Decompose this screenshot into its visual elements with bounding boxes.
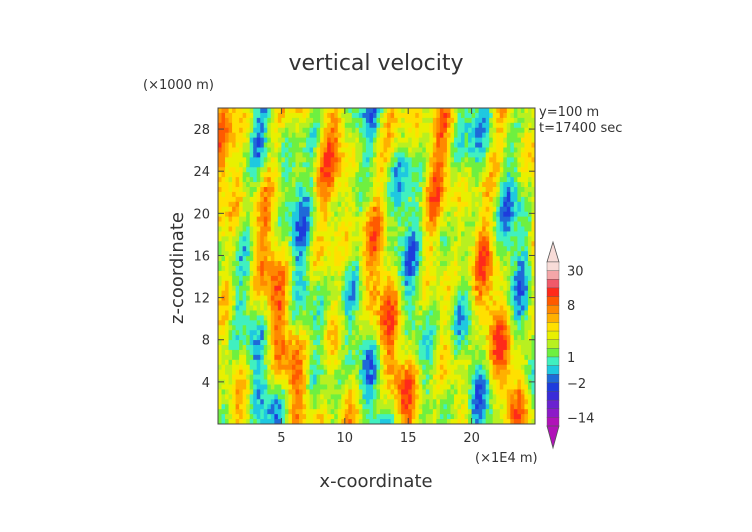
colorbar-segment [546,408,560,418]
y-tick-label: 24 [193,165,210,180]
colorbar-segment [546,279,560,289]
colorbar-segment [546,313,560,323]
x-tick-label: 20 [463,431,480,446]
colorbar-segment [546,348,560,358]
colorbar-segment [546,417,560,427]
colorbar-segment [546,399,560,410]
y-tick-label: 28 [193,123,210,138]
x-scale-label: (×1E4 m) [475,451,538,466]
y-tick-label: 4 [202,376,210,391]
y-scale-label: (×1000 m) [143,78,214,93]
colorbar-segment [546,382,560,392]
y-axis-label: z-coordinate [167,212,188,324]
annotation-time: t=17400 sec [539,121,622,136]
colorbar-label: 30 [567,265,584,280]
heatmap-field [218,108,535,424]
colorbar-segment [546,261,560,272]
colorbar-label: −14 [567,411,594,426]
colorbar-segment [546,339,560,349]
x-tick-label: 5 [277,431,285,446]
y-tick-label: 12 [193,292,210,307]
y-tick-label: 8 [202,334,210,349]
x-axis: 5 10 15 20 [277,108,480,446]
colorbar-segment [546,270,560,280]
colorbar-segment [546,356,560,367]
colorbar: 30 8 1 −2 −14 [546,240,594,450]
colorbar-segment [546,296,560,306]
annotation-y-position: y=100 m [539,105,599,120]
colorbar-segment [546,287,560,298]
colorbar-segment [546,365,560,375]
colorbar-label: 8 [567,299,575,314]
plot-frame [217,107,536,425]
colorbar-label: −2 [567,377,586,392]
colorbar-segment [546,330,560,341]
x-tick-label: 15 [400,431,417,446]
x-axis-label: x-coordinate [319,471,432,492]
colorbar-segment [546,374,560,384]
y-axis: 4 8 12 16 20 24 28 [193,123,535,391]
x-tick-label: 10 [337,431,354,446]
colorbar-bottom-arrow [546,425,560,450]
colorbar-segment [546,322,560,332]
colorbar-segment [546,391,560,401]
colorbar-label: 1 [567,351,575,366]
colorbar-top-arrow [546,240,560,263]
colorbar-segment [546,304,560,315]
y-tick-label: 20 [193,207,210,222]
y-tick-label: 16 [193,249,210,264]
chart-title: vertical velocity [288,51,463,76]
